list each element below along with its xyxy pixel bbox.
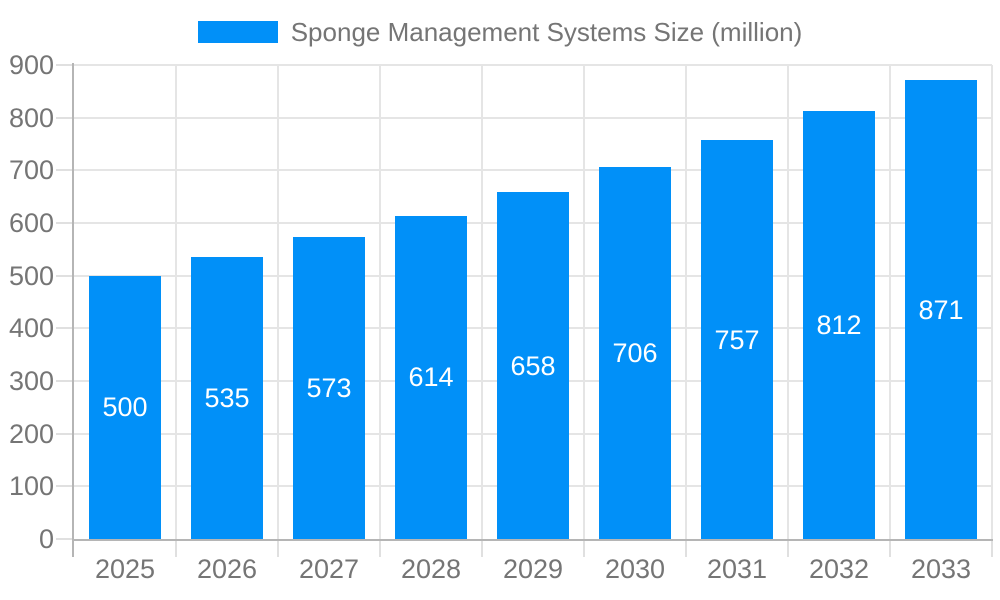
x-axis-label: 2033	[910, 554, 972, 584]
bar-2028[interactable]	[395, 215, 467, 539]
x-gridline	[379, 65, 381, 539]
x-axis-label: 2029	[502, 554, 564, 584]
x-axis-label: 2032	[808, 554, 870, 584]
bar-2029[interactable]	[497, 192, 569, 539]
x-tick	[583, 541, 585, 557]
y-axis-label: 300	[8, 366, 54, 396]
y-tick	[56, 274, 74, 277]
y-axis-label: 100	[8, 471, 54, 502]
y-tick	[56, 222, 74, 224]
y-tick	[56, 327, 74, 330]
x-axis-label: 2026	[196, 554, 258, 584]
bar-2027[interactable]	[293, 237, 365, 539]
x-axis-label: 2028	[400, 554, 462, 584]
legend-swatch	[197, 21, 278, 43]
y-gridline	[74, 169, 992, 172]
bar-2025[interactable]	[89, 275, 161, 539]
x-axis-label: 2030	[604, 554, 666, 584]
bar-value-label: 535	[204, 383, 250, 414]
bar-value-label: 614	[408, 362, 454, 393]
y-axis-line	[72, 63, 74, 557]
bar-2033[interactable]	[905, 80, 977, 539]
x-axis-line	[72, 539, 993, 541]
x-tick	[481, 541, 483, 557]
x-tick	[787, 541, 789, 557]
y-tick	[56, 116, 74, 119]
y-gridline	[74, 64, 992, 66]
y-axis-label: 900	[8, 50, 54, 80]
bar-value-label: 706	[612, 338, 658, 369]
x-gridline	[481, 65, 483, 539]
x-axis-label: 2027	[298, 554, 360, 584]
y-axis-label: 0	[38, 524, 54, 554]
x-axis-label: 2031	[706, 554, 768, 584]
x-tick	[889, 541, 891, 557]
y-tick	[56, 485, 74, 488]
bar-value-label: 500	[102, 392, 148, 423]
x-gridline	[991, 65, 993, 539]
x-tick	[379, 541, 381, 557]
bar-value-label: 812	[816, 310, 862, 341]
y-gridline	[74, 116, 992, 119]
x-gridline	[583, 65, 585, 539]
y-tick	[56, 64, 74, 66]
y-tick	[56, 169, 74, 172]
bar-value-label: 658	[510, 350, 556, 381]
y-axis-label: 800	[8, 102, 54, 133]
y-axis-label: 700	[8, 155, 54, 186]
x-tick	[175, 541, 177, 557]
x-tick	[991, 541, 993, 557]
bar-2032[interactable]	[803, 111, 875, 539]
bar-2031[interactable]	[701, 140, 773, 539]
y-tick	[56, 538, 74, 540]
x-gridline	[277, 65, 279, 539]
y-axis-label: 500	[8, 260, 54, 291]
x-tick	[277, 541, 279, 557]
bar-value-label: 871	[918, 294, 964, 325]
y-tick	[56, 432, 74, 435]
bar-value-label: 573	[306, 373, 352, 404]
x-gridline	[889, 65, 891, 539]
legend[interactable]: Sponge Management Systems Size (million)	[0, 12, 1000, 52]
x-gridline	[685, 65, 687, 539]
x-gridline	[175, 65, 177, 539]
bar-value-label: 757	[714, 324, 760, 355]
y-tick	[56, 380, 74, 382]
y-axis-label: 600	[8, 208, 54, 238]
legend-label: Sponge Management Systems Size (million)	[290, 17, 803, 47]
bar-2030[interactable]	[599, 167, 671, 539]
y-axis-label: 400	[8, 313, 54, 344]
bar-2026[interactable]	[191, 257, 263, 539]
x-tick	[685, 541, 687, 557]
x-axis-label: 2025	[94, 554, 156, 584]
y-axis-label: 200	[8, 418, 54, 449]
x-gridline	[787, 65, 789, 539]
